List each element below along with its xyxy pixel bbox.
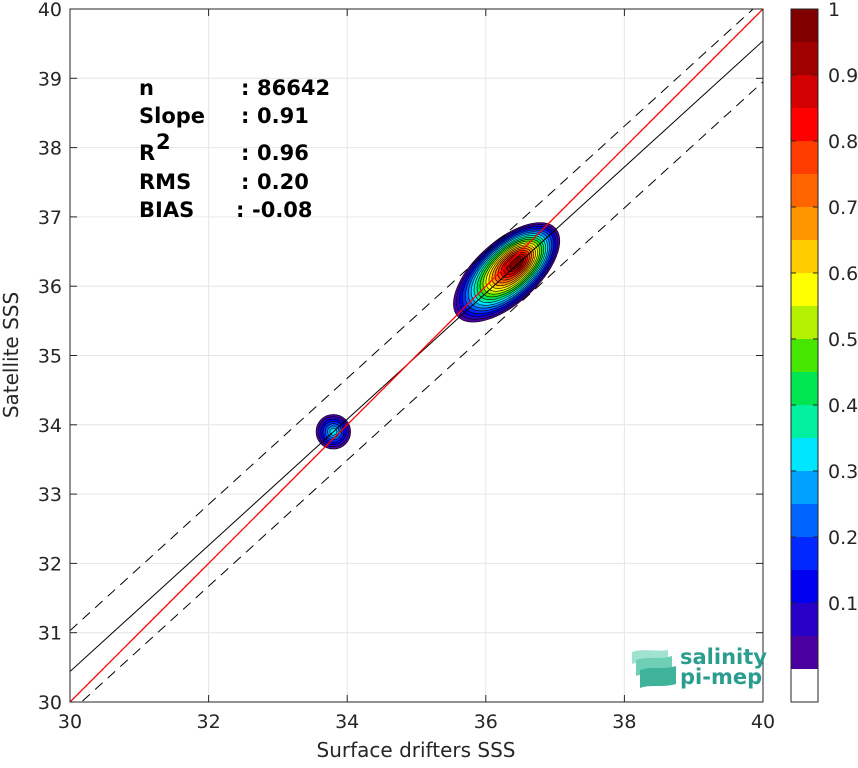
- stat-superscript: 2: [156, 130, 171, 154]
- colorbar-swatch: [791, 471, 818, 504]
- y-axis-label: Satellite SSS: [0, 292, 23, 418]
- colorbar-tick-label: 0.2: [828, 527, 858, 549]
- x-tick-label: 34: [335, 711, 359, 733]
- x-tick-label: 36: [474, 711, 498, 733]
- colorbar-swatch: [791, 9, 818, 42]
- stat-separator: :: [241, 76, 249, 100]
- y-tick-label: 35: [38, 346, 62, 368]
- colorbar-swatch: [791, 405, 818, 438]
- stat-name: R: [139, 141, 155, 165]
- y-tick-label: 36: [38, 276, 62, 298]
- colorbar-tick-label: 0.6: [828, 263, 858, 285]
- stat-value: 0.20: [257, 170, 309, 194]
- colorbar: 0.1 0.2 0.3 0.4 0.5 0.6 0.7 0.8 0.9 1: [790, 0, 858, 703]
- colorbar-swatch: [791, 207, 818, 240]
- colorbar-swatch: [791, 603, 818, 636]
- colorbar-swatch: [791, 636, 818, 669]
- colorbar-tick-label: 0.3: [828, 461, 858, 483]
- y-tick-label: 33: [38, 484, 62, 506]
- colorbar-swatch: [791, 273, 818, 306]
- stat-name: BIAS: [139, 198, 194, 222]
- y-tick-label: 31: [38, 623, 62, 645]
- y-tick-label: 34: [38, 415, 62, 437]
- colorbar-swatch: [791, 339, 818, 372]
- colorbar-swatch: [791, 570, 818, 603]
- x-tick-label: 38: [612, 711, 636, 733]
- colorbar-swatch: [791, 108, 818, 141]
- x-tick-label: 30: [58, 711, 82, 733]
- colorbar-tick-label: 0.8: [828, 131, 858, 153]
- logo-line-1: salinity: [680, 645, 767, 669]
- colorbar-frame: [790, 8, 819, 703]
- upper-bound-line: [70, 9, 754, 631]
- colorbar-bottom-swatch: [791, 669, 818, 702]
- colorbar-tick-label: 0.9: [828, 65, 858, 87]
- x-tick-label: 32: [197, 711, 221, 733]
- y-tick-label: 32: [38, 553, 62, 575]
- y-tick-label: 30: [38, 692, 62, 714]
- y-tick-label: 40: [38, 0, 62, 21]
- stat-value: -0.08: [252, 198, 313, 222]
- colorbar-swatch: [791, 75, 818, 108]
- colorbar-swatch: [791, 372, 818, 405]
- colorbar-tick-label: 0.5: [828, 329, 858, 351]
- stat-name: n: [139, 76, 154, 100]
- contour-level: [509, 257, 522, 270]
- stat-separator: :: [241, 170, 249, 194]
- colorbar-tick-label: 0.1: [828, 593, 858, 615]
- x-tick-label: 40: [751, 711, 775, 733]
- stat-separator: :: [241, 141, 249, 165]
- stat-value: 0.96: [257, 141, 309, 165]
- y-tick-label: 39: [38, 68, 62, 90]
- fit-lines: [70, 9, 763, 702]
- colorbar-tick-label: 1: [828, 0, 840, 21]
- lower-bound-line: [80, 81, 763, 702]
- identity-line: [70, 9, 763, 702]
- stat-value: 86642: [257, 76, 330, 100]
- y-tick-label: 38: [38, 138, 62, 160]
- stat-separator: :: [241, 104, 249, 128]
- stat-name: Slope: [139, 104, 205, 128]
- logo-line-2: pi-mep: [680, 665, 762, 689]
- stat-name: RMS: [139, 170, 191, 194]
- colorbar-tick-label: 0.7: [828, 197, 858, 219]
- colorbar-swatch: [791, 42, 818, 75]
- stat-separator: :: [236, 198, 244, 222]
- x-axis-label: Surface drifters SSS: [317, 738, 516, 762]
- stat-value: 0.91: [257, 104, 309, 128]
- colorbar-swatch: [791, 306, 818, 339]
- waves-icon: [632, 650, 676, 688]
- y-tick-label: 37: [38, 207, 62, 229]
- colorbar-swatch: [791, 438, 818, 471]
- axis-ticks: 30 32 34 36 38 40 30 31 32 33 34 35 36 37 38 39 40: [38, 0, 775, 733]
- colorbar-swatch: [791, 141, 818, 174]
- colorbar-swatch: [791, 504, 818, 537]
- colorbar-tick-label: 0.4: [828, 395, 858, 417]
- colorbar-swatch: [791, 537, 818, 570]
- salinity-pi-mep-logo: salinity pi-mep: [632, 645, 767, 689]
- colorbar-swatch: [791, 240, 818, 273]
- main-cluster: [453, 222, 561, 323]
- colorbar-swatch: [791, 174, 818, 207]
